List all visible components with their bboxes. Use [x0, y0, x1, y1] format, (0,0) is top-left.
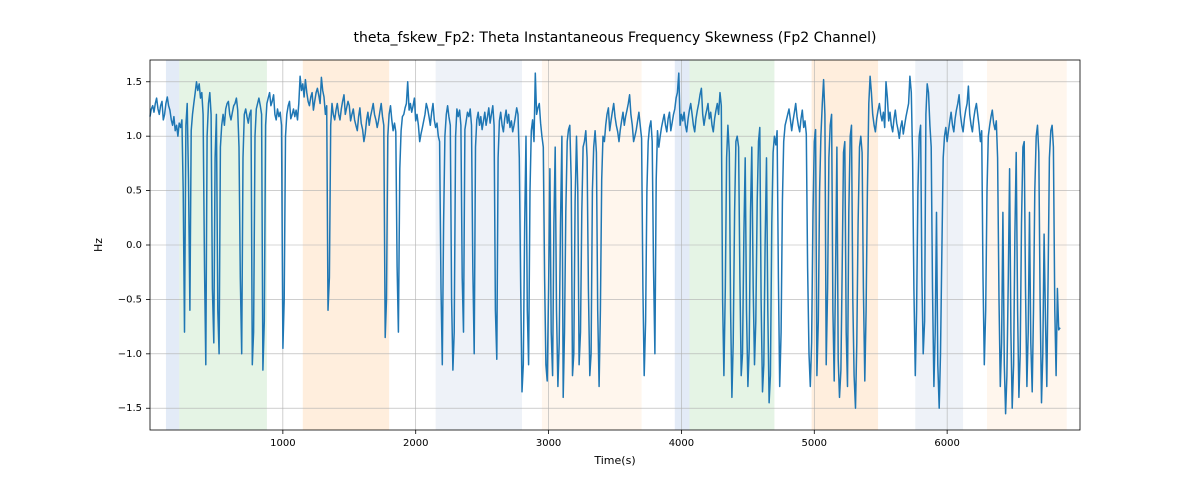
x-tick-label: 4000 [669, 438, 694, 449]
line-chart: 1000 2000 3000 4000 5000 6000 −1.5 −1.0 −0.5 0.0 0… [0, 0, 1200, 500]
chart-title: theta_fskew_Fp2: Theta Instantaneous Fre… [353, 30, 876, 46]
y-tick-label: 1.5 [126, 77, 142, 88]
y-tick-label: −1.0 [118, 349, 142, 360]
x-tick-label: 5000 [802, 438, 827, 449]
y-tick-label: 1.0 [126, 131, 142, 142]
y-tick-label: 0.0 [126, 240, 142, 251]
y-tick-label: −1.5 [118, 403, 142, 414]
x-tick-label: 3000 [536, 438, 561, 449]
y-tick-label: −0.5 [118, 294, 142, 305]
x-axis-label: Time(s) [593, 454, 635, 467]
x-tick-label: 2000 [403, 438, 428, 449]
x-tick-label: 6000 [934, 438, 959, 449]
x-tick-label: 1000 [270, 438, 295, 449]
y-tick-label: 0.5 [126, 186, 142, 197]
y-axis-label: Hz [92, 238, 105, 252]
